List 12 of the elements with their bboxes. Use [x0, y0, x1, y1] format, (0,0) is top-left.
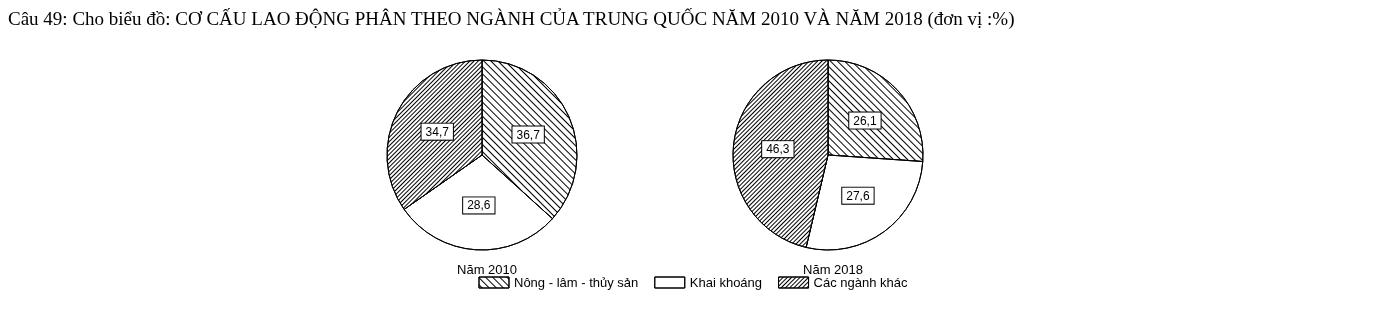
- data-label: 28,6: [467, 198, 491, 213]
- legend-label: Các ngành khác: [813, 275, 908, 290]
- slice-label: Năm 2018: [803, 262, 863, 277]
- data-label: 34,7: [425, 124, 450, 139]
- data-label: 36,7: [516, 127, 541, 142]
- data-label: 46,3: [766, 142, 790, 157]
- data-label: 26,1: [853, 113, 877, 128]
- legend-label: Nông - lâm - thủy sản: [514, 275, 639, 290]
- slice-label: Năm 2010: [457, 262, 517, 277]
- data-label: 27,6: [846, 188, 870, 203]
- chart-title: Câu 49: Cho biểu đồ: CƠ CẤU LAO ĐỘNG PHÂN THEO NGÀNH CỦA TRUNG QUỐC NĂM 2010 VÀ NĂM 2018 (đơn vị :%): [8, 8, 1016, 30]
- legend-label: Khai khoáng: [689, 275, 763, 290]
